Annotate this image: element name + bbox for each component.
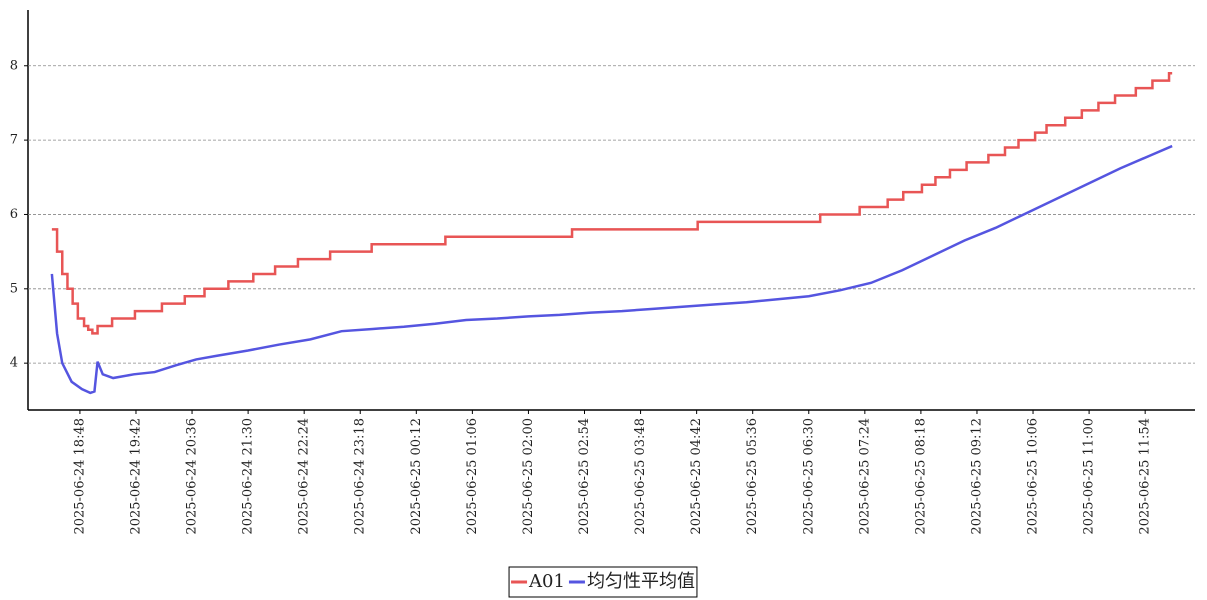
x-tick-label: 2025-06-25 09:12 (969, 418, 984, 535)
x-tick-label: 2025-06-25 03:48 (633, 418, 648, 535)
x-tick-label: 2025-06-25 08:18 (913, 418, 928, 535)
legend-label: 均匀性平均值 (587, 571, 695, 592)
x-tick-label: 2025-06-25 01:06 (465, 418, 480, 535)
legend-label: A01 (528, 571, 565, 592)
y-tick-label: 5 (10, 281, 18, 296)
x-tick-label: 2025-06-25 11:00 (1082, 418, 1097, 535)
x-tick-label: 2025-06-25 06:30 (801, 418, 816, 535)
x-tick-label: 2025-06-25 02:54 (577, 418, 592, 535)
series-line (50, 144, 1173, 395)
x-tick-label: 2025-06-25 00:12 (409, 418, 424, 535)
x-tick-label: 2025-06-25 11:54 (1138, 418, 1153, 535)
x-tick-label: 2025-06-24 21:30 (241, 418, 256, 535)
x-tick-label: 2025-06-25 05:36 (745, 418, 760, 535)
x-tick-label: 2025-06-25 07:24 (857, 418, 872, 535)
x-tick-label: 2025-06-25 04:42 (689, 418, 704, 535)
x-tick-label: 2025-06-25 10:06 (1026, 418, 1041, 535)
x-tick-label: 2025-06-24 18:48 (72, 418, 87, 535)
legend: A01 均匀性平均值 (508, 566, 698, 598)
x-tick-label: 2025-06-24 22:24 (297, 418, 312, 535)
y-tick-label: 4 (10, 356, 18, 371)
y-tick-label: 7 (10, 133, 18, 148)
x-tick-label: 2025-06-25 02:00 (521, 418, 536, 535)
y-tick-label: 6 (10, 207, 18, 222)
x-tick-label: 2025-06-24 23:18 (353, 418, 368, 535)
x-tick-label: 2025-06-24 20:36 (185, 418, 200, 535)
x-tick-label: 2025-06-24 19:42 (128, 418, 143, 535)
series-line (51, 71, 1173, 335)
legend-box (508, 566, 698, 598)
y-tick-label: 8 (10, 58, 18, 73)
